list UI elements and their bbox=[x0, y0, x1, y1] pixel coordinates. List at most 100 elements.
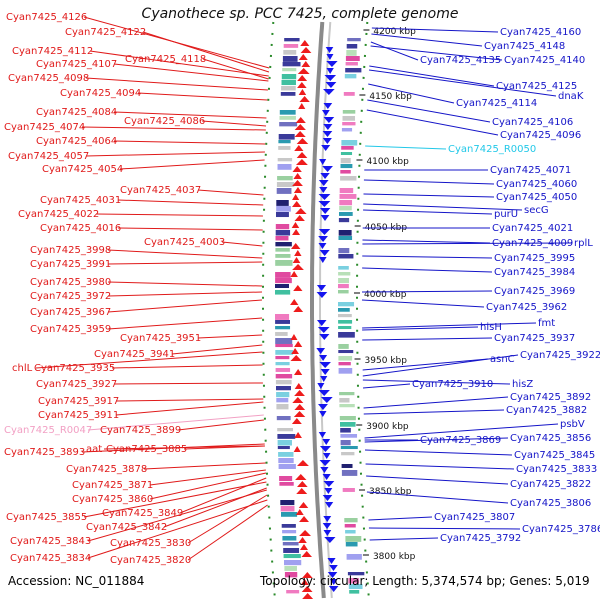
left-gene-label: Cyan7425_3849 bbox=[102, 508, 183, 519]
left-feature-block bbox=[275, 374, 293, 379]
left-feature-block bbox=[275, 356, 290, 360]
forward-gene-arrow bbox=[290, 355, 302, 361]
right-feature-block bbox=[346, 554, 362, 560]
right-gene-label: psbV bbox=[560, 419, 585, 430]
right-gc-track bbox=[356, 21, 370, 599]
reverse-gene-arrow bbox=[319, 362, 331, 368]
left-feature-block bbox=[275, 350, 293, 355]
right-feature-block bbox=[339, 188, 354, 194]
reverse-gene-arrow bbox=[328, 586, 339, 592]
forward-gene-arrow bbox=[297, 481, 308, 487]
right-gene-label: Cyan7425_3807 bbox=[434, 512, 515, 523]
left-gene-label: Cyan7425_3871 bbox=[72, 480, 153, 491]
right-feature-block bbox=[338, 218, 350, 223]
left-feature-block bbox=[280, 500, 295, 506]
reverse-gene-arrow bbox=[320, 397, 333, 403]
left-feature-block bbox=[283, 44, 299, 48]
left-gene-label: Cyan7425_3843 bbox=[10, 536, 91, 547]
right-gene-label: fmt bbox=[538, 318, 555, 329]
right-feature-block bbox=[338, 326, 352, 330]
forward-gene-arrow bbox=[291, 243, 301, 249]
right-leader-line bbox=[366, 475, 509, 485]
left-feature-block bbox=[276, 200, 289, 206]
reverse-gene-arrow bbox=[318, 243, 327, 249]
left-gene-label: Cyan7425_3972 bbox=[30, 291, 111, 302]
forward-gene-arrow bbox=[302, 572, 313, 578]
forward-gene-arrow bbox=[297, 68, 310, 74]
right-leader-line bbox=[363, 409, 505, 415]
left-feature-block bbox=[282, 56, 298, 62]
right-gene-label: Cyan7425_3806 bbox=[510, 498, 591, 509]
reverse-gene-arrow bbox=[323, 117, 335, 123]
forward-gene-arrow bbox=[294, 432, 302, 438]
left-leader-line bbox=[142, 31, 270, 73]
forward-gene-arrow bbox=[292, 229, 301, 235]
left-gene-label: Cyan7425_3830 bbox=[110, 538, 191, 549]
right-gene-label: Cyan7425_4106 bbox=[492, 117, 573, 128]
right-feature-block bbox=[345, 68, 362, 73]
left-feature-block bbox=[277, 440, 292, 446]
right-feature-block bbox=[339, 416, 356, 421]
right-feature-block bbox=[340, 422, 356, 427]
right-leader-line bbox=[362, 290, 493, 293]
left-gene-label: Cyan7425_3959 bbox=[30, 324, 111, 335]
right-leader-line bbox=[363, 396, 509, 409]
right-feature-block bbox=[341, 140, 358, 146]
forward-gene-arrow bbox=[299, 96, 310, 102]
reverse-gene-arrow bbox=[322, 138, 332, 144]
reverse-gene-arrow bbox=[322, 453, 331, 459]
left-leader-line bbox=[143, 462, 266, 470]
right-leader-line bbox=[367, 99, 491, 123]
left-feature-block bbox=[282, 542, 299, 546]
reverse-gene-arrow bbox=[323, 103, 333, 109]
right-feature-block bbox=[341, 146, 354, 150]
reverse-gene-arrow bbox=[327, 558, 336, 564]
right-feature-block bbox=[338, 278, 350, 284]
right-gene-label: Cyan7425_3869 bbox=[420, 435, 501, 446]
left-gene-label: Cyan7425_3855 bbox=[6, 512, 87, 523]
reverse-gene-arrow bbox=[318, 201, 331, 207]
topology-summary: Topology: circular; Length: 5,374,574 bp… bbox=[260, 574, 590, 588]
left-gene-label: Cyan7425_3899 bbox=[100, 425, 181, 436]
right-gene-label: Cyan7425_3969 bbox=[494, 286, 575, 297]
reverse-gene-arrow bbox=[324, 488, 333, 494]
left-feature-block bbox=[275, 236, 289, 241]
forward-gene-arrow bbox=[299, 530, 312, 536]
right-feature-block bbox=[339, 200, 353, 206]
right-gene-label: Cyan7425_3892 bbox=[510, 392, 591, 403]
scale-label: 3950 kbp bbox=[365, 356, 408, 366]
left-feature-block bbox=[276, 182, 295, 187]
right-leader-line bbox=[363, 179, 495, 185]
reverse-gene-arrow bbox=[317, 327, 330, 333]
forward-gene-arrow bbox=[298, 54, 308, 60]
left-feature-block bbox=[276, 212, 289, 218]
right-feature-block bbox=[338, 356, 353, 361]
reverse-gene-arrow bbox=[317, 383, 325, 389]
right-feature-block bbox=[340, 152, 353, 156]
reverse-gene-arrow bbox=[319, 446, 331, 452]
forward-gene-arrow bbox=[294, 250, 302, 256]
left-feature-block bbox=[278, 146, 291, 150]
right-feature-block bbox=[338, 350, 354, 354]
left-gene-label: Cyan7425_3935 bbox=[34, 363, 115, 374]
accession-label: Accession: NC_011884 bbox=[8, 574, 145, 588]
forward-gene-arrow bbox=[294, 390, 305, 396]
left-feature-block bbox=[275, 224, 290, 230]
right-feature-block bbox=[348, 584, 363, 590]
reverse-gene-arrow bbox=[319, 411, 327, 417]
left-leader-line bbox=[35, 351, 263, 369]
left-feature-block bbox=[278, 140, 291, 144]
left-feature-block bbox=[276, 206, 291, 212]
right-feature-block bbox=[343, 92, 355, 96]
reverse-gene-arrow bbox=[318, 432, 327, 438]
scale-label: 3900 kbp bbox=[366, 422, 409, 432]
reverse-gene-arrow bbox=[318, 404, 328, 410]
right-feature-block bbox=[342, 116, 356, 121]
right-feature-block bbox=[338, 308, 350, 312]
reverse-gene-arrow bbox=[322, 523, 332, 529]
right-leader-line bbox=[369, 65, 495, 87]
left-gene-label: Cyan7425_4054 bbox=[42, 164, 123, 175]
scale-label: 4200 kbp bbox=[373, 27, 416, 37]
right-leader-line bbox=[361, 299, 485, 308]
left-feature-block bbox=[281, 74, 297, 80]
